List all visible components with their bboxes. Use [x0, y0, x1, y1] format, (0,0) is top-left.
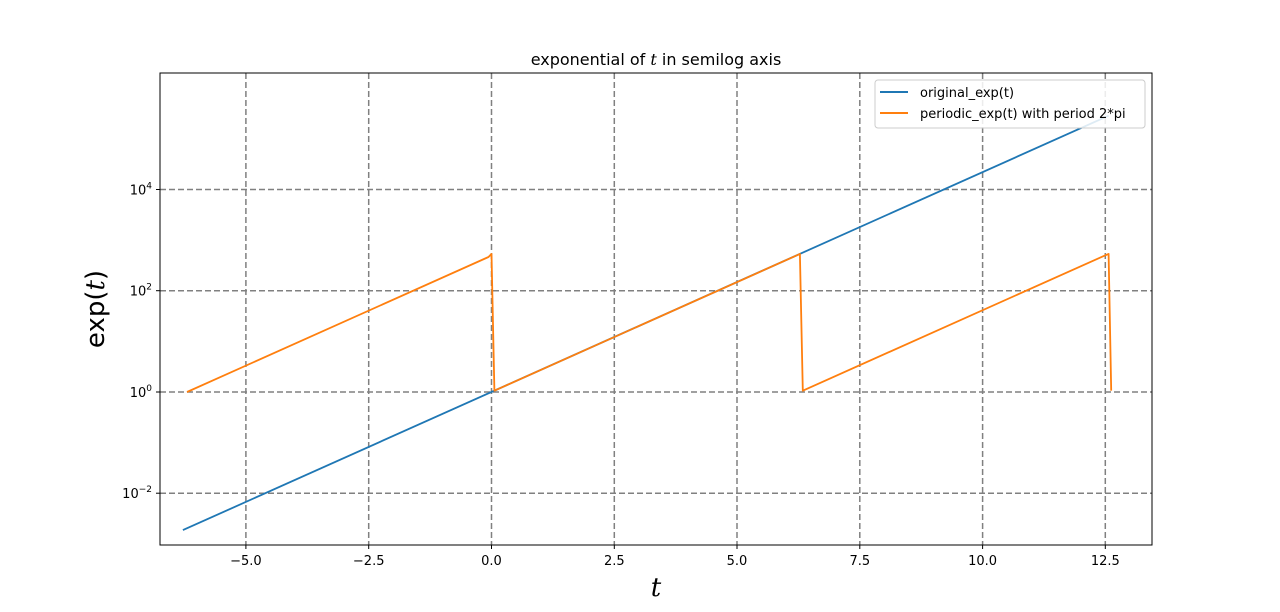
y-tick-label-base: 10	[130, 285, 147, 300]
legend-label: periodic_exp(t) with period 2*pi	[920, 107, 1126, 122]
y-label-part: exp(	[81, 291, 111, 349]
axes-frame	[159, 72, 1153, 546]
title-part: exponential of	[531, 50, 651, 69]
legend: original_exp(t) periodic_exp(t) with peri…	[874, 79, 1146, 129]
y-tick-label-exponent: 4	[146, 182, 152, 192]
y-tick-label-base: 10	[130, 184, 147, 199]
x-tick-label: 2.5	[604, 554, 625, 569]
y-tick-label-exponent: 0	[146, 384, 152, 394]
y-tick-label: 102	[130, 283, 152, 300]
y-tick-label-exponent: −2	[139, 485, 152, 495]
title-part: in semilog axis	[657, 50, 782, 69]
grid	[160, 73, 1152, 545]
x-tick-label: 12.5	[1091, 554, 1120, 569]
x-tick-label: −2.5	[353, 554, 385, 569]
legend-label: original_exp(t)	[920, 86, 1014, 101]
y-tick-label-exponent: 2	[146, 283, 152, 293]
x-tick-label: 7.5	[849, 554, 870, 569]
y-tick-label: 100	[130, 384, 153, 401]
y-label-part: )	[81, 270, 111, 280]
x-tick-label: 0.0	[481, 554, 502, 569]
y-tick-label-base: 10	[122, 487, 139, 502]
y-tick-label: 10−2	[122, 485, 152, 502]
y-tick-label: 104	[130, 182, 153, 199]
y-label-part: t	[81, 280, 111, 291]
x-axis-label: t	[651, 573, 662, 603]
series-line	[186, 252, 1113, 393]
x-tick-label: −5.0	[230, 554, 262, 569]
y-tick-label-base: 10	[130, 386, 147, 401]
legend-box	[874, 79, 1146, 129]
x-tick-label: 5.0	[727, 554, 748, 569]
x-tick-label: 10.0	[968, 554, 997, 569]
x-axis: −5.0 −2.5 0.0 2.5 5.0 7.5 10.0 12.5	[230, 545, 1120, 569]
chart-title: exponential of t in semilog axis	[531, 50, 782, 69]
title-part: t	[650, 50, 657, 69]
y-axis-label: exp(t)	[81, 270, 111, 348]
plot-lines	[182, 114, 1113, 531]
